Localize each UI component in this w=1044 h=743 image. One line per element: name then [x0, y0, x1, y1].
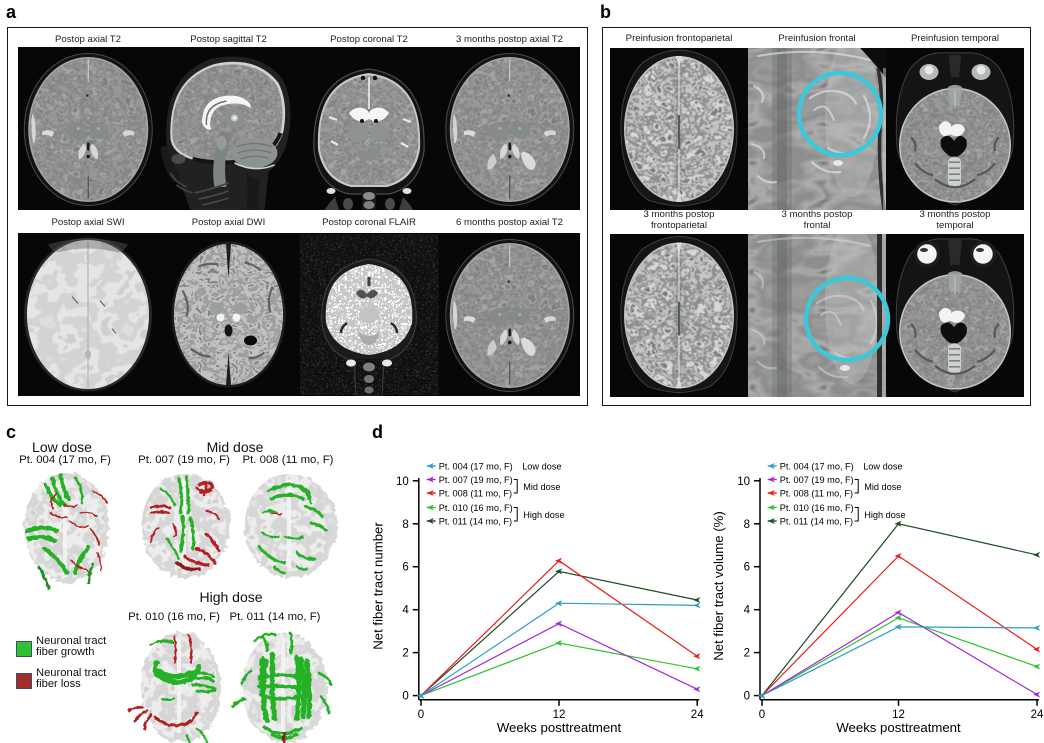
svg-text:Pt. 007 (19 mo, F): Pt. 007 (19 mo, F): [780, 475, 854, 485]
svg-text:24: 24: [1031, 709, 1044, 721]
svg-text:10: 10: [737, 476, 750, 488]
svg-text:High dose: High dose: [864, 510, 905, 520]
svg-text:Net fiber tract volume (%): Net fiber tract volume (%): [711, 511, 726, 661]
svg-text:Mid dose: Mid dose: [864, 482, 901, 492]
svg-text:6: 6: [744, 562, 750, 574]
svg-text:Pt. 004 (17 mo, F): Pt. 004 (17 mo, F): [439, 462, 513, 472]
svg-text:Pt. 011 (14 mo, F): Pt. 011 (14 mo, F): [780, 517, 853, 527]
svg-text:Net fiber tract number: Net fiber tract number: [370, 522, 385, 650]
svg-text:Pt. 008 (11 mo, F): Pt. 008 (11 mo, F): [439, 489, 512, 499]
svg-text:High dose: High dose: [523, 510, 564, 520]
svg-text:0: 0: [402, 691, 408, 703]
svg-text:Pt. 010 (16 mo, F): Pt. 010 (16 mo, F): [780, 503, 854, 513]
svg-text:Low dose: Low dose: [863, 462, 902, 472]
svg-text:Low dose: Low dose: [522, 462, 561, 472]
svg-text:2: 2: [402, 648, 408, 660]
svg-text:0: 0: [759, 709, 765, 721]
svg-text:8: 8: [744, 519, 750, 531]
svg-text:Weeks posttreatment: Weeks posttreatment: [497, 720, 622, 735]
svg-text:Weeks posttreatment: Weeks posttreatment: [836, 720, 961, 735]
svg-text:Pt. 011 (14 mo, F): Pt. 011 (14 mo, F): [439, 517, 512, 527]
svg-text:Pt. 008 (11 mo, F): Pt. 008 (11 mo, F): [780, 489, 853, 499]
svg-text:Mid dose: Mid dose: [523, 482, 560, 492]
svg-text:4: 4: [744, 605, 751, 617]
svg-text:8: 8: [402, 519, 408, 531]
svg-text:0: 0: [418, 709, 424, 721]
svg-text:2: 2: [744, 648, 750, 660]
svg-text:Pt. 010 (16 mo, F): Pt. 010 (16 mo, F): [439, 503, 513, 513]
svg-text:0: 0: [744, 691, 750, 703]
svg-text:24: 24: [691, 709, 704, 721]
svg-text:10: 10: [396, 476, 409, 488]
svg-text:12: 12: [553, 709, 566, 721]
svg-text:4: 4: [402, 605, 409, 617]
svg-text:Pt. 004 (17 mo, F): Pt. 004 (17 mo, F): [780, 462, 854, 472]
svg-text:Pt. 007 (19 mo, F): Pt. 007 (19 mo, F): [439, 475, 513, 485]
svg-text:12: 12: [892, 709, 905, 721]
svg-text:6: 6: [402, 562, 408, 574]
